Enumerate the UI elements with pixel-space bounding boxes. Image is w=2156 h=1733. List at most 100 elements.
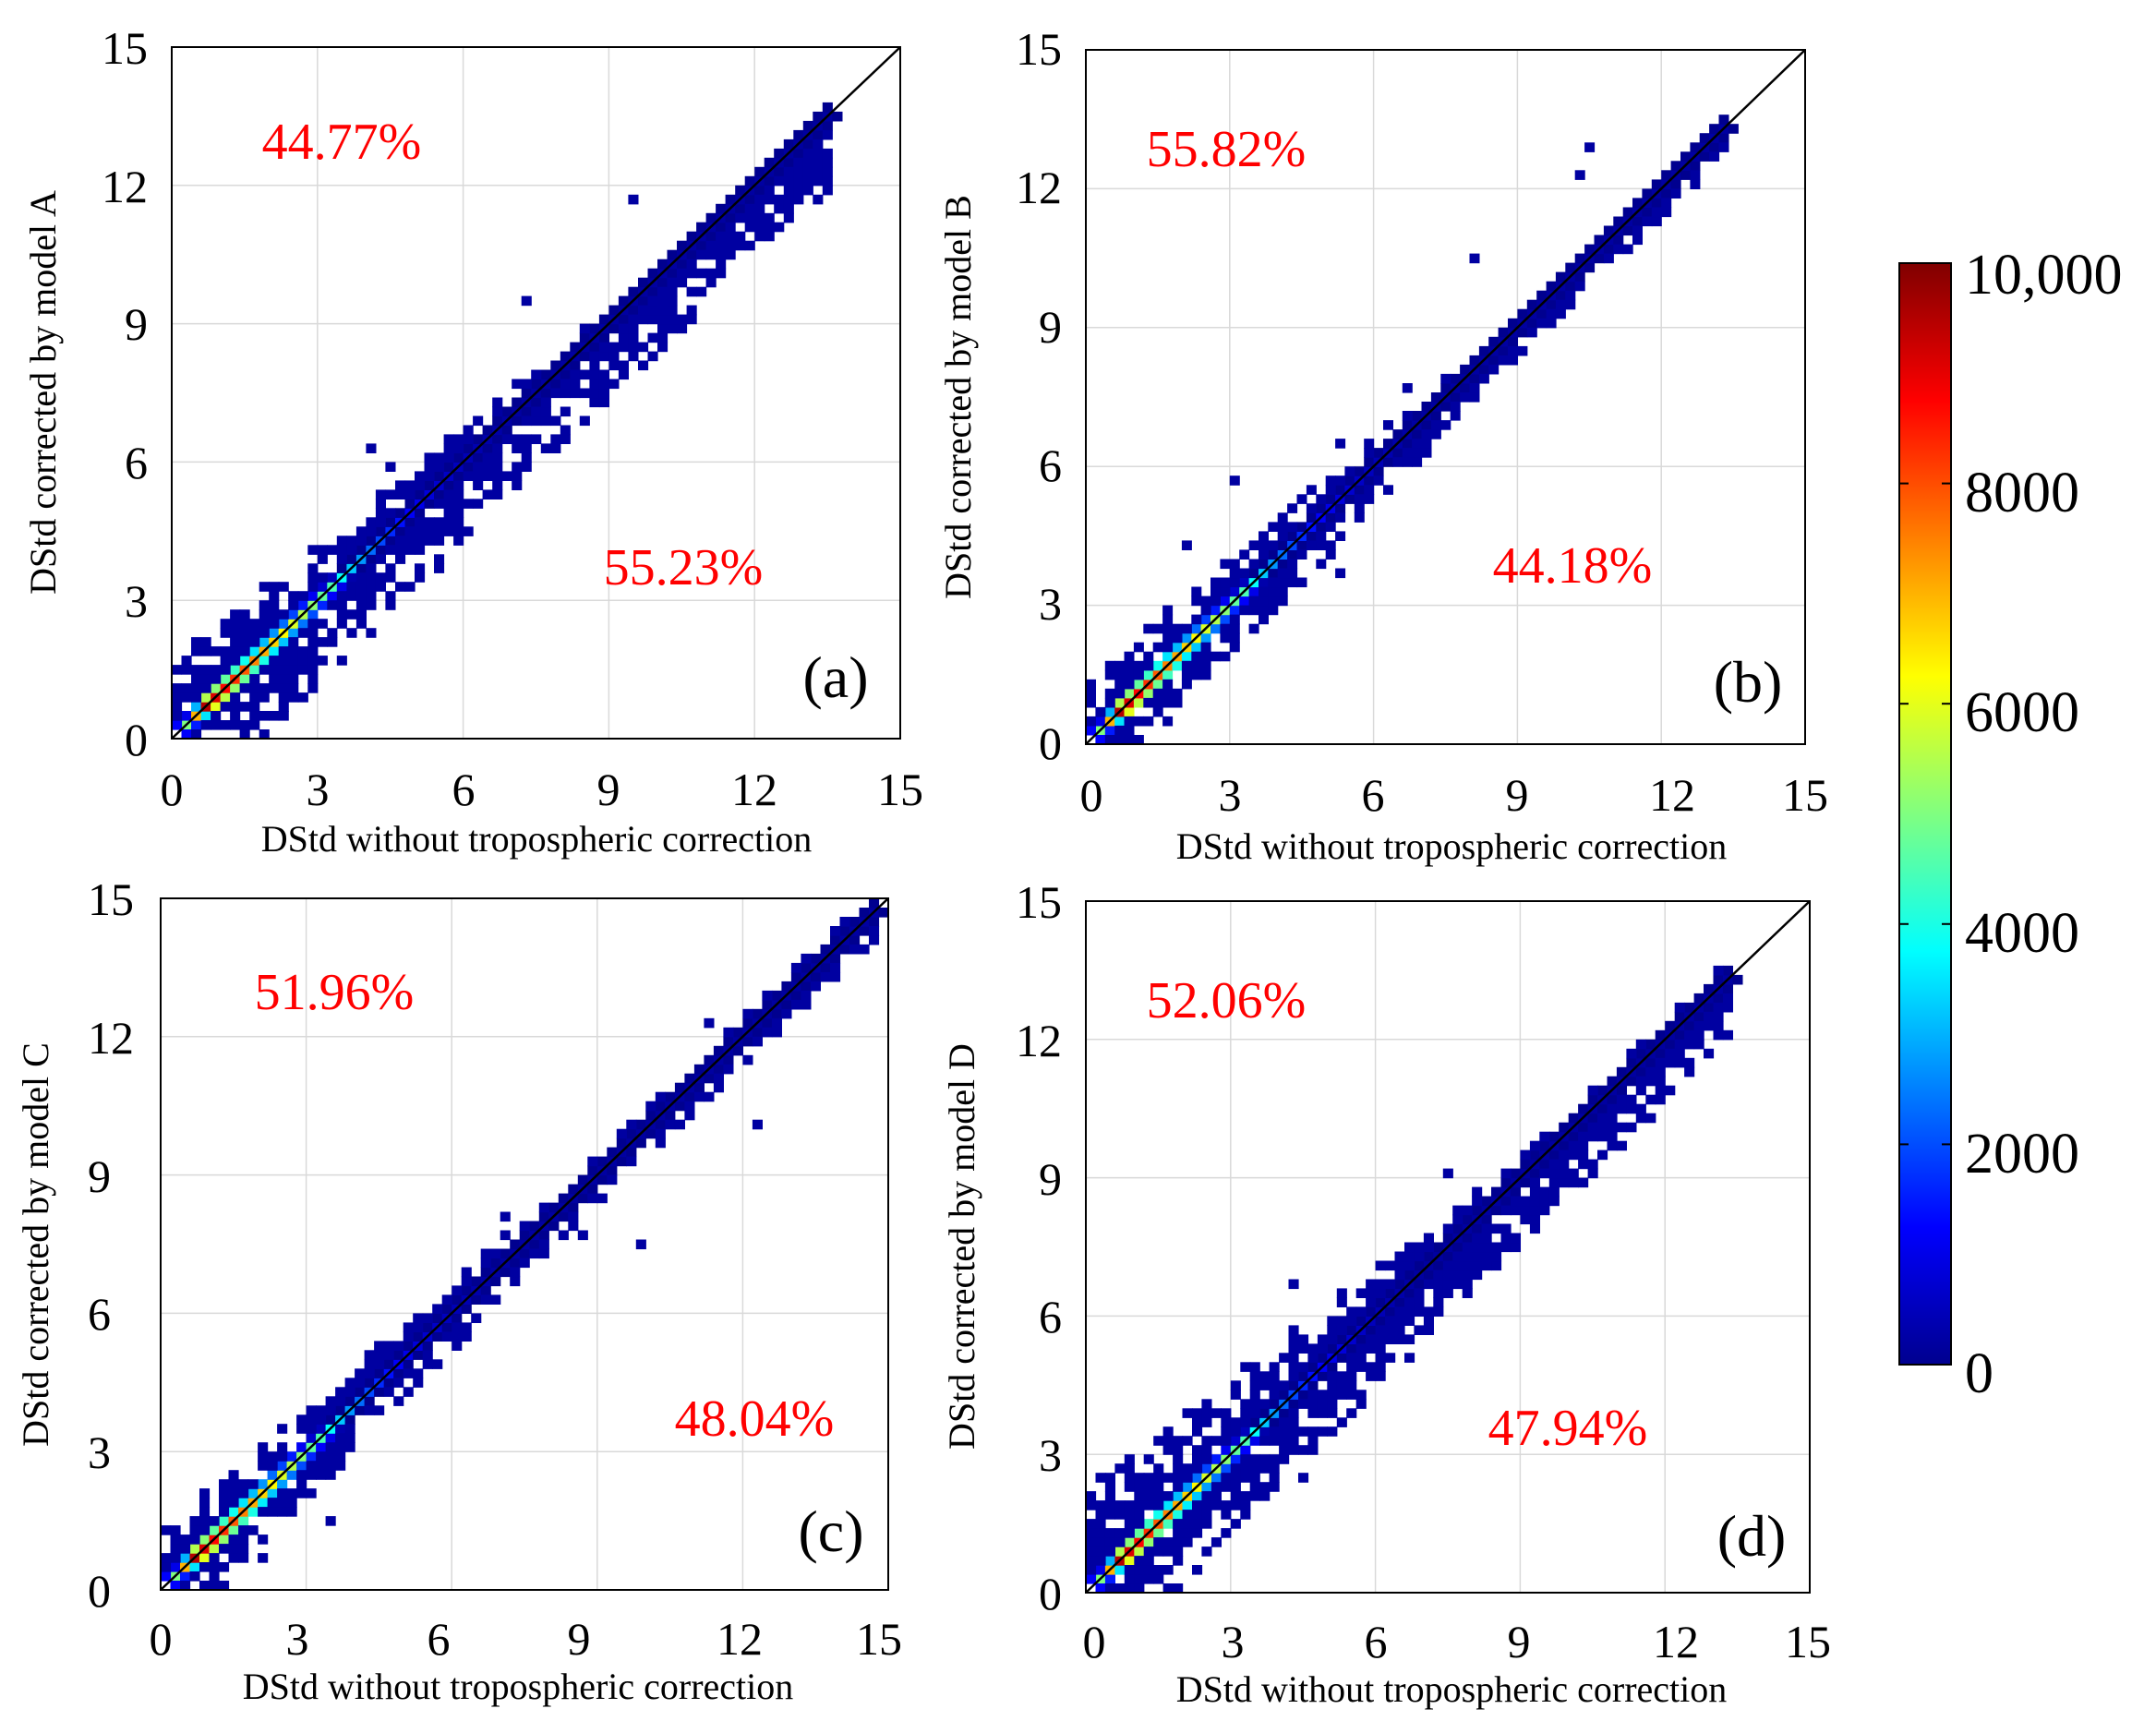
- panel-c-ytick: 12: [88, 1012, 134, 1064]
- panel-b-heatmap-cell: [1181, 679, 1192, 690]
- panel-a-heatmap-cell: [259, 711, 270, 721]
- panel-d-heatmap-cell: [1500, 1168, 1512, 1179]
- panel-d-heatmap-cell: [1704, 983, 1715, 994]
- panel-a-ytick: 12: [102, 161, 148, 212]
- panel-b-heatmap-cell: [1133, 669, 1144, 680]
- panel-d-heatmap-cell: [1655, 1076, 1666, 1087]
- panel-d-heatmap-cell: [1597, 1122, 1608, 1133]
- panel-d-heatmap-cell: [1346, 1362, 1357, 1372]
- panel-a-heatmap-cell: [813, 194, 824, 205]
- panel-c-heatmap-cell: [548, 1221, 560, 1232]
- panel-d-heatmap-cell: [1587, 1085, 1598, 1096]
- panel-c-heatmap-cell: [432, 1359, 443, 1369]
- panel-b-heatmap-cell: [1373, 475, 1384, 486]
- panel-d-heatmap-cell: [1269, 1417, 1280, 1427]
- panel-d-heatmap-cell: [1529, 1177, 1540, 1188]
- panel-d-heatmap-cell: [1462, 1288, 1473, 1298]
- panel-d-heatmap-cell: [1279, 1417, 1290, 1427]
- panel-a-heatmap-cell: [618, 314, 629, 325]
- panel-d-heatmap-cell: [1210, 1436, 1222, 1446]
- panel-c-heatmap-cell: [219, 1498, 230, 1508]
- panel-a-heatmap-cell: [259, 683, 270, 693]
- panel-d-heatmap-cell: [1442, 1270, 1453, 1281]
- panel-b-heatmap-cell: [1306, 503, 1317, 513]
- panel-a-heatmap-cell: [415, 517, 426, 527]
- panel-d-heatmap-cell: [1510, 1205, 1521, 1216]
- panel-b-xtick: 0: [1080, 769, 1103, 821]
- panel-c-heatmap-cell: [587, 1184, 598, 1195]
- panel-c-heatmap-cell: [529, 1248, 540, 1259]
- panel-d-heatmap-cell: [1192, 1528, 1203, 1538]
- panel-a-heatmap-cell: [269, 609, 280, 620]
- panel-a-heatmap-cell: [705, 268, 717, 279]
- panel-c-heatmap-cell: [306, 1424, 317, 1434]
- panel-a-heatmap-cell: [754, 212, 765, 223]
- panel-b-heatmap-cell: [1690, 161, 1701, 171]
- panel-b-heatmap-cell: [1152, 660, 1163, 671]
- panel-d-heatmap-cell: [1114, 1546, 1126, 1557]
- panel-c-heatmap-cell: [665, 1091, 676, 1102]
- panel-d-heatmap-cell: [1336, 1353, 1347, 1363]
- panel-b-heatmap-cell: [1402, 383, 1413, 393]
- panel-d-heatmap-cell: [1153, 1537, 1164, 1547]
- panel-d-heatmap-cell: [1230, 1380, 1241, 1390]
- panel-d-heatmap-cell: [1452, 1279, 1463, 1290]
- panel-c-heatmap-cell: [693, 1091, 705, 1102]
- panel-c-heatmap-cell: [267, 1461, 278, 1471]
- panel-b-ytick: 15: [1016, 23, 1062, 75]
- panel-a-heatmap-cell: [560, 379, 571, 390]
- panel-c-heatmap-cell: [616, 1128, 627, 1139]
- panel-c-cells: [161, 898, 889, 1591]
- panel-a-heatmap-cell: [191, 646, 202, 656]
- panel-d-heatmap-cell: [1143, 1574, 1154, 1584]
- panel-c-heatmap-cell: [626, 1147, 637, 1158]
- panel-a-heatmap-cell: [200, 683, 211, 693]
- panel-c-heatmap-cell: [538, 1248, 549, 1259]
- panel-a-heatmap-cell: [793, 157, 804, 168]
- panel-a-heatmap-cell: [424, 480, 435, 490]
- panel-c-heatmap-cell: [238, 1516, 249, 1526]
- panel-d-heatmap-cell: [1491, 1260, 1502, 1271]
- panel-b-heatmap-cell: [1277, 522, 1288, 532]
- panel-d-heatmap-cell: [1655, 1094, 1666, 1105]
- panel-a-heatmap-cell: [297, 619, 308, 629]
- panel-b-heatmap-cell: [1287, 522, 1298, 532]
- panel-d-heatmap-cell: [1520, 1205, 1531, 1216]
- panel-a-heatmap-cell: [230, 692, 241, 703]
- panel-b-heatmap-cell: [1220, 559, 1231, 570]
- panel-a-heatmap-cell: [336, 563, 347, 573]
- panel-a-heatmap-cell: [774, 203, 785, 214]
- panel-c-heatmap-cell: [655, 1091, 666, 1102]
- panel-a-heatmap-cell: [415, 508, 426, 518]
- panel-b-heatmap-cell: [1172, 697, 1183, 708]
- panel-c-heatmap-cell: [801, 953, 812, 964]
- panel-c-heatmap-cell: [267, 1507, 278, 1517]
- panel-d-heatmap-cell: [1317, 1408, 1328, 1418]
- panel-c-heatmap-cell: [596, 1174, 608, 1185]
- panel-d-heatmap-cell: [1346, 1316, 1357, 1326]
- panel-a-heatmap-cell: [404, 526, 416, 536]
- panel-d-heatmap-cell: [1201, 1408, 1212, 1418]
- panel-d-heatmap-cell: [1288, 1380, 1299, 1390]
- panel-c-heatmap-cell: [306, 1488, 317, 1498]
- panel-d-heatmap-cell: [1210, 1454, 1222, 1464]
- panel-c-heatmap-cell: [228, 1498, 239, 1508]
- panel-d-heatmap-cell: [1500, 1242, 1512, 1253]
- panel-a-heatmap-cell: [415, 536, 426, 546]
- panel-c-heatmap-cell: [258, 1461, 269, 1471]
- panel-b-heatmap-cell: [1114, 735, 1126, 745]
- panel-d-heatmap-cell: [1201, 1546, 1212, 1557]
- panel-d-heatmap-cell: [1568, 1131, 1579, 1142]
- panel-d-heatmap-cell: [1210, 1482, 1222, 1492]
- panel-a-heatmap-cell: [725, 212, 736, 223]
- panel-c-heatmap-cell: [247, 1479, 259, 1489]
- panel-a-heatmap-cell: [802, 175, 813, 187]
- panel-d-heatmap-cell: [1578, 1149, 1589, 1161]
- panel-a-heatmap-cell: [550, 434, 561, 444]
- panel-c-heatmap-cell: [452, 1313, 463, 1323]
- panel-c-heatmap-cell: [355, 1405, 366, 1415]
- panel-a-heatmap-cell: [492, 452, 503, 463]
- panel-b-heatmap-cell: [1478, 373, 1489, 384]
- panel-c-heatmap-cell: [490, 1294, 501, 1305]
